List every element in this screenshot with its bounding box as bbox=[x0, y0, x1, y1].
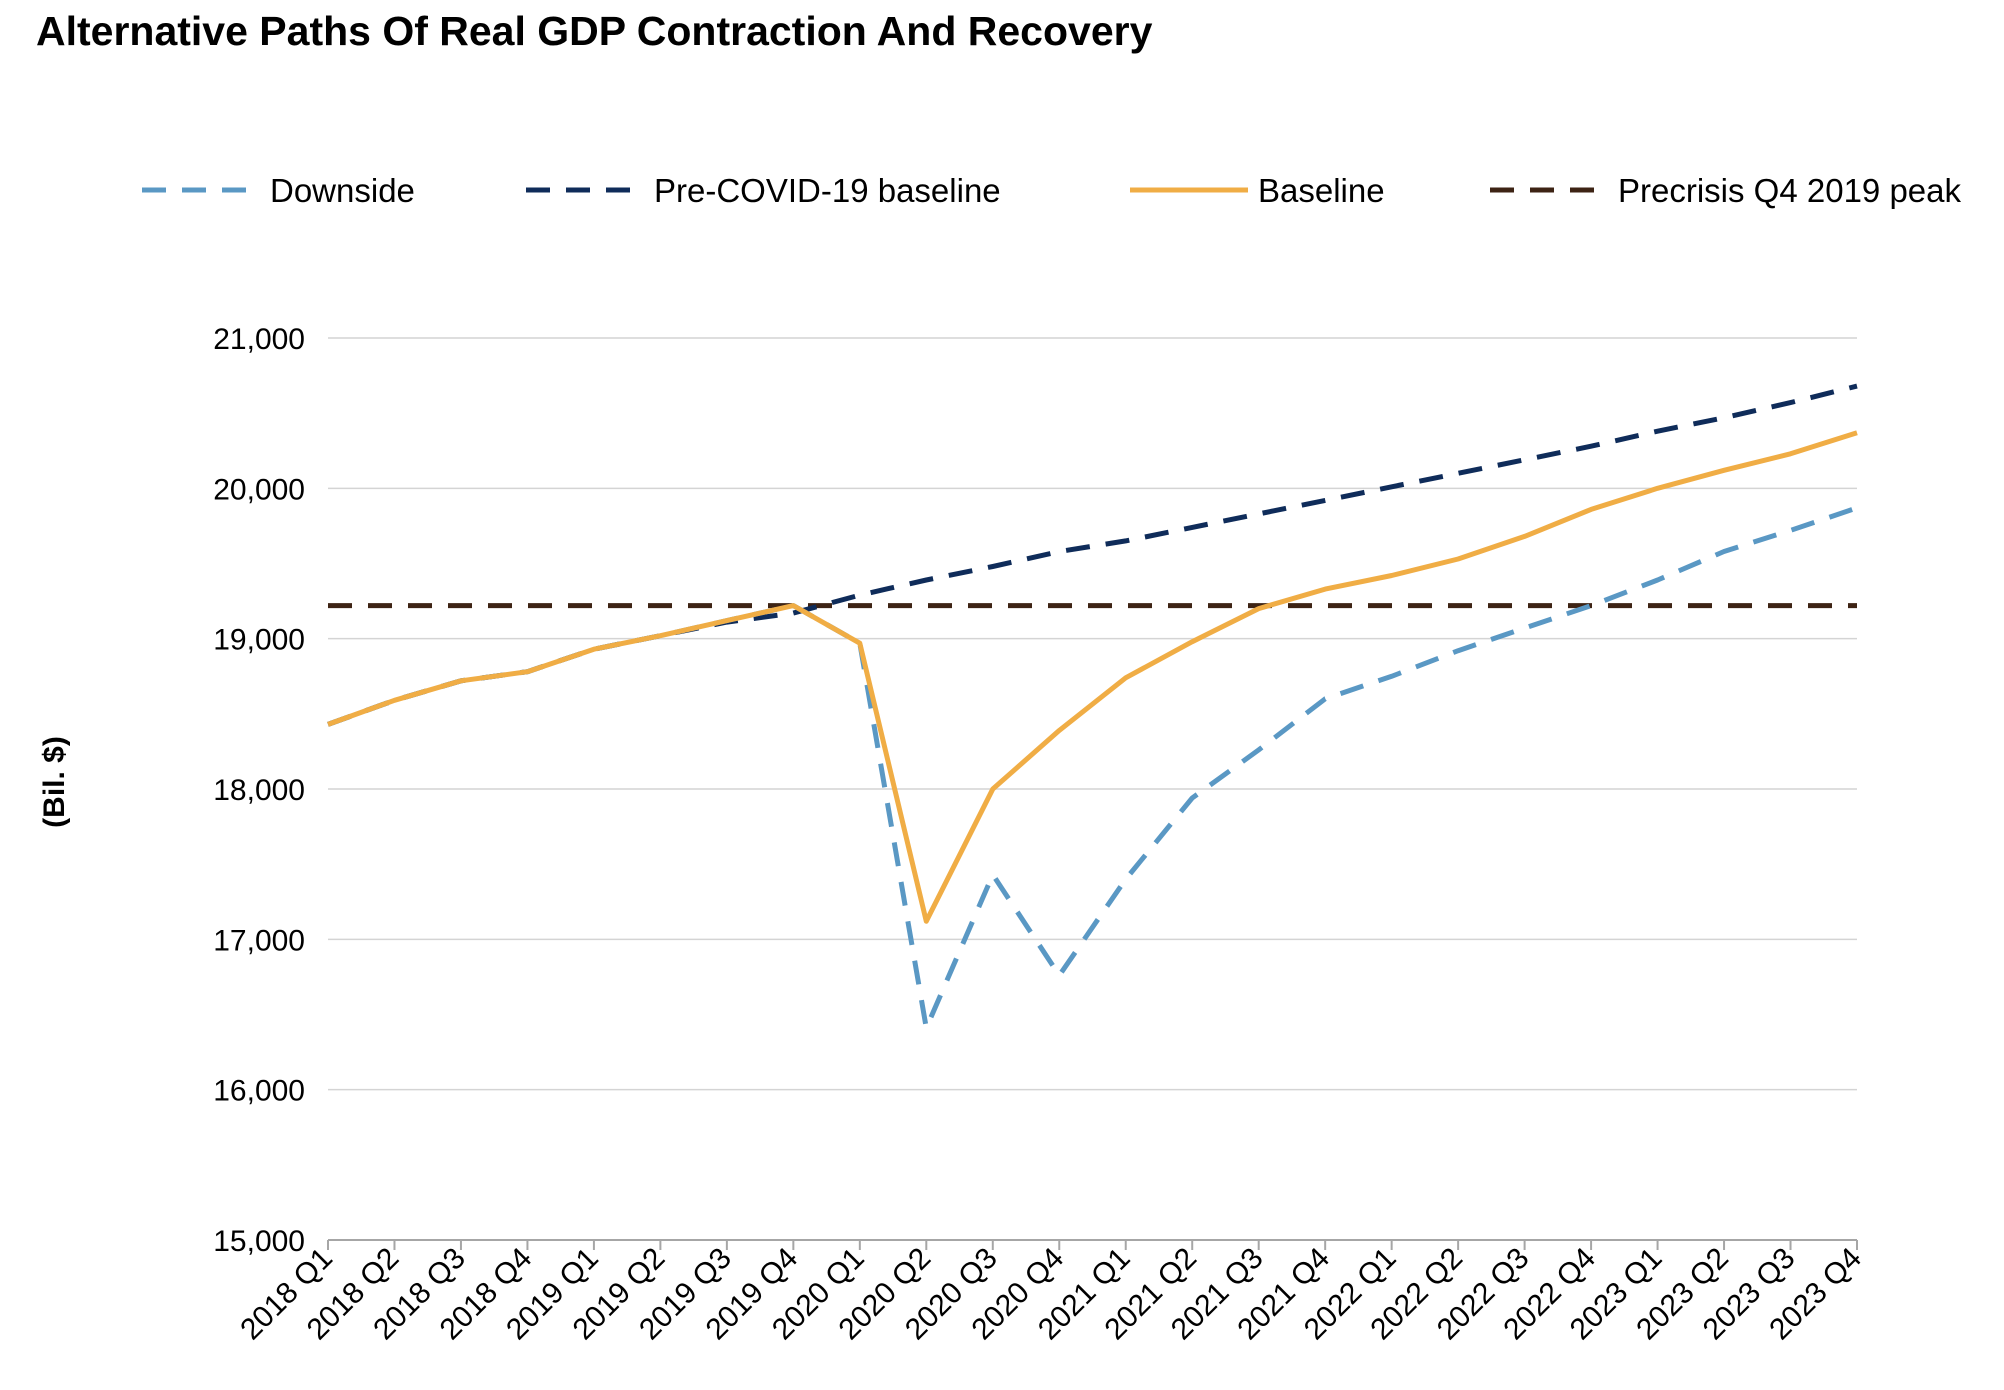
legend-label: Downside bbox=[270, 172, 415, 209]
chart-title: Alternative Paths Of Real GDP Contractio… bbox=[36, 8, 1153, 54]
y-tick-label: 19,000 bbox=[213, 624, 305, 657]
y-tick-label: 15,000 bbox=[213, 1225, 305, 1258]
series-line-pre-covid-19-baseline bbox=[327, 383, 1858, 727]
series-lines bbox=[327, 383, 1858, 1031]
legend: Downside Pre-COVID-19 baseline Baseline Pre… bbox=[142, 172, 1962, 209]
series-line-downside bbox=[327, 505, 1858, 1031]
y-tick-label: 21,000 bbox=[213, 323, 305, 356]
series-line-baseline bbox=[327, 430, 1858, 924]
y-axis-label: (Bil. $) bbox=[38, 736, 71, 828]
legend-label: Precrisis Q4 2019 peak bbox=[1618, 172, 1962, 209]
y-tick-label: 20,000 bbox=[213, 473, 305, 506]
y-axis-tick-labels: 15,000 16,000 17,000 18,000 19,000 20,000 21,0… bbox=[213, 323, 305, 1258]
x-axis bbox=[327, 1239, 1858, 1250]
y-tick-label: 16,000 bbox=[213, 1075, 305, 1108]
y-tick-label: 18,000 bbox=[213, 774, 305, 807]
legend-label: Baseline bbox=[1258, 172, 1385, 209]
legend-label: Pre-COVID-19 baseline bbox=[654, 172, 1001, 209]
gridlines bbox=[328, 337, 1857, 1091]
y-tick-label: 17,000 bbox=[213, 924, 305, 957]
